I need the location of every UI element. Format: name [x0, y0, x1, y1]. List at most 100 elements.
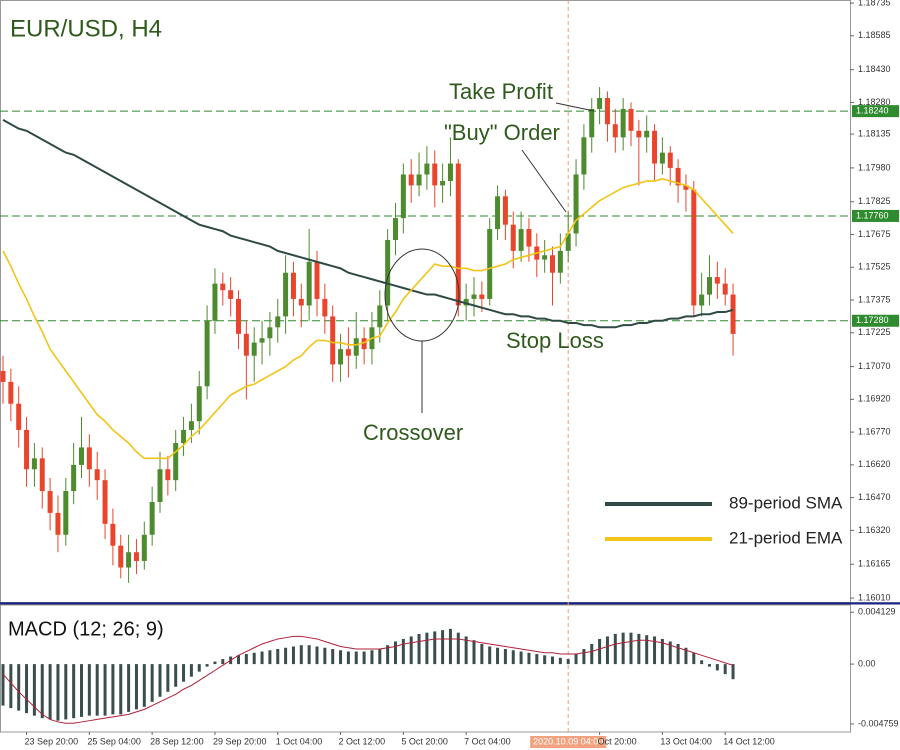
annotation: Take Profit [449, 79, 553, 104]
candle-body [149, 501, 155, 535]
y-tick-label: 1.16770 [858, 426, 891, 436]
candle-body [597, 98, 603, 109]
macd-bar [370, 650, 374, 665]
candle-body [416, 174, 422, 186]
macd-bar [119, 664, 123, 715]
y-tick-label: 1.16010 [858, 592, 891, 602]
macd-bar [456, 632, 460, 665]
candle-body [196, 386, 202, 422]
candle-body [691, 189, 697, 306]
candle-body [94, 469, 100, 481]
candle-body [71, 464, 77, 492]
macd-bar [80, 664, 83, 717]
macd-bar [56, 664, 60, 721]
x-tick-label: 13 Oct 04:00 [660, 736, 712, 746]
y-tick-label: 1.16620 [858, 459, 891, 469]
candle-body [338, 349, 344, 365]
y-tick-label: 1.18735 [858, 0, 891, 7]
candle-body [730, 294, 736, 334]
candle-body [290, 272, 296, 299]
ma-line [2, 178, 734, 460]
macd-bar [1, 664, 5, 706]
macd-bar [339, 650, 343, 665]
macd-bar [315, 646, 319, 665]
candle-body [157, 469, 163, 502]
macd-bar [653, 636, 657, 665]
candle-body [432, 163, 438, 186]
candle-body [447, 163, 453, 182]
y-tick-label: 1.18585 [858, 30, 891, 40]
macd-bar [40, 664, 44, 719]
candle-body [79, 447, 84, 465]
candle-body [212, 283, 218, 321]
y-tick-label: 1.17675 [858, 229, 891, 239]
macd-bar [134, 664, 138, 710]
macd-bar [252, 652, 256, 665]
candle-body [604, 98, 610, 125]
y-tick-label: 1.16920 [858, 394, 891, 404]
candle-body [63, 491, 69, 535]
macd-bar [668, 641, 672, 665]
candle-body [675, 167, 681, 186]
y-tick-label: 0.00 [858, 658, 876, 668]
candle-body [408, 174, 414, 186]
macd-bar [354, 651, 358, 665]
candle-body [573, 174, 579, 234]
macd-bar [715, 664, 719, 671]
candle-body [487, 229, 493, 299]
candle-body [393, 218, 398, 240]
legend-label: 21-period EMA [729, 528, 843, 547]
macd-bar [731, 664, 735, 680]
macd-bar [566, 659, 570, 665]
candle-body [220, 283, 226, 291]
macd-bar [362, 651, 366, 665]
x-tick-label: 23 Sep 20:00 [25, 736, 79, 746]
candle-body [31, 458, 37, 470]
y-tick-label: 1.17980 [858, 162, 891, 172]
candle-body [361, 338, 367, 350]
annotations: Take Profit "Buy" Order Stop Loss Crosso… [363, 79, 604, 445]
macd-bar [323, 647, 327, 665]
macd-bar [299, 645, 303, 665]
macd-bar [166, 664, 170, 692]
x-tick-label: 28 Sep 12:00 [150, 736, 204, 746]
macd-bar [346, 651, 350, 665]
macd-bar [244, 654, 248, 665]
candle-body [565, 233, 571, 251]
candle-body [126, 552, 132, 568]
candle-body [16, 403, 22, 430]
chart-title: EUR/USD, H4 [10, 15, 162, 42]
macd-bar [158, 664, 162, 697]
candle-body [699, 294, 705, 306]
y-tick-label: 1.17225 [858, 327, 891, 337]
macd-bar [237, 655, 240, 665]
macd-bar [48, 664, 52, 720]
candle-body [314, 261, 320, 299]
candle-body [510, 224, 516, 251]
macd-bar [535, 654, 539, 665]
macd-bar [268, 650, 272, 665]
candle-body [683, 185, 689, 190]
candle-body [322, 298, 328, 317]
macd-bar [378, 649, 382, 665]
candle-body [667, 152, 673, 168]
candle-body [275, 316, 281, 328]
x-tick-label: 29 Sep 20:00 [213, 736, 267, 746]
y-tick-label: 1.16320 [858, 525, 891, 535]
annotation: Stop Loss [506, 328, 604, 353]
macd-bar [205, 664, 209, 667]
y-tick-label: 1.17375 [858, 294, 891, 304]
candle-body [24, 429, 30, 470]
macd-bar [621, 632, 625, 665]
level-label-box [852, 105, 899, 118]
macd-bar [111, 664, 115, 715]
macd-bar [64, 664, 68, 720]
legend-label: 89-period SMA [729, 493, 843, 512]
macd-bar [637, 633, 641, 665]
candle-body [118, 545, 124, 568]
candle-body [659, 152, 665, 164]
candle-body [133, 552, 139, 561]
macd-title: MACD (12; 26; 9) [8, 618, 164, 640]
macd-bar [174, 664, 178, 687]
